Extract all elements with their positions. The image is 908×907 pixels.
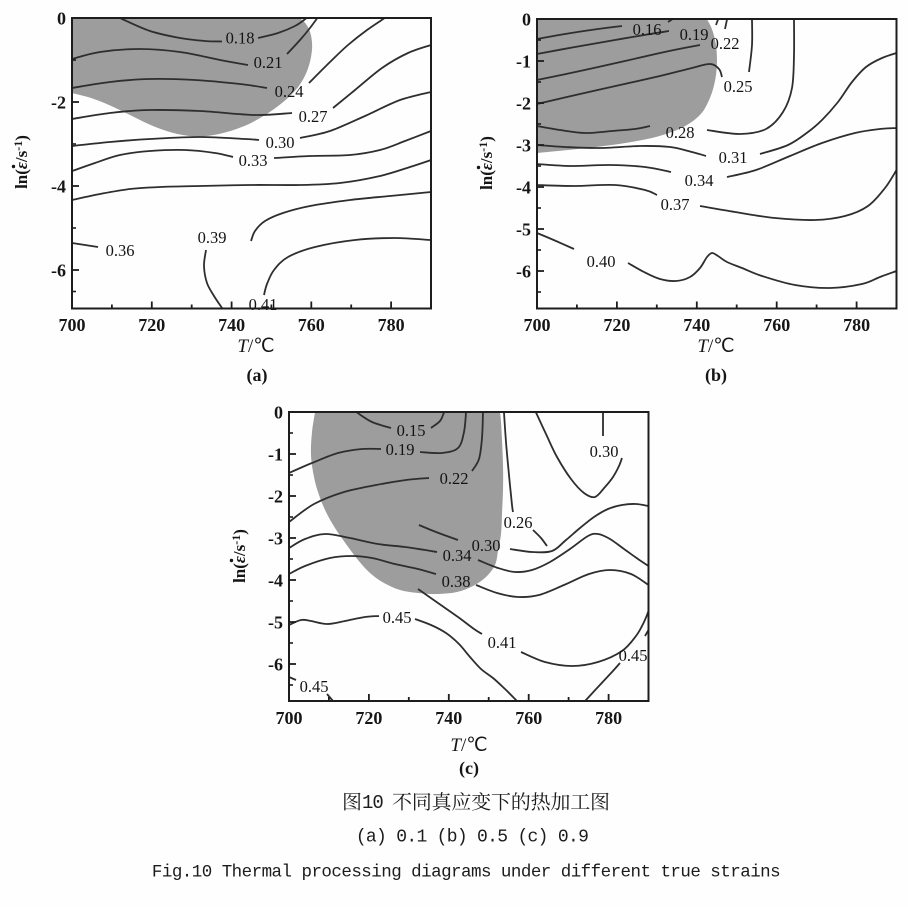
svg-text:0: 0 <box>274 402 283 422</box>
svg-text:740: 740 <box>218 315 245 335</box>
svg-text:0.41: 0.41 <box>249 295 278 314</box>
svg-text:0.39: 0.39 <box>198 228 227 247</box>
svg-text:(c): (c) <box>459 758 479 779</box>
svg-text:0.26: 0.26 <box>504 513 533 532</box>
svg-text:0.28: 0.28 <box>666 123 695 142</box>
svg-text:T/℃: T/℃ <box>237 336 274 357</box>
svg-text:740: 740 <box>435 708 462 728</box>
svg-text:0.45: 0.45 <box>300 677 329 696</box>
svg-text:T/℃: T/℃ <box>450 735 487 756</box>
svg-text:700: 700 <box>524 315 551 335</box>
svg-text:-2: -2 <box>268 486 283 506</box>
svg-text:780: 780 <box>843 315 870 335</box>
svg-text:0.36: 0.36 <box>106 241 135 260</box>
svg-text:-4: -4 <box>51 176 66 196</box>
svg-text:-2: -2 <box>51 92 66 112</box>
svg-text:(a) 0.1 (b) 0.5 (c) 0.9: (a) 0.1 (b) 0.5 (c) 0.9 <box>356 828 588 848</box>
svg-text:0.16: 0.16 <box>633 20 662 39</box>
svg-text:-3: -3 <box>516 135 531 155</box>
svg-text:720: 720 <box>355 708 382 728</box>
svg-text:760: 760 <box>298 315 325 335</box>
svg-text:780: 780 <box>595 708 622 728</box>
svg-text:0: 0 <box>57 8 66 28</box>
svg-text:-6: -6 <box>51 260 66 280</box>
svg-text:10: 10 <box>362 792 383 814</box>
svg-text:-1: -1 <box>516 51 531 71</box>
svg-text:0.33: 0.33 <box>239 151 268 170</box>
svg-text:700: 700 <box>276 708 303 728</box>
svg-text:0.27: 0.27 <box>299 107 328 126</box>
svg-text:740: 740 <box>683 315 710 335</box>
svg-text:760: 760 <box>515 708 542 728</box>
svg-text:-5: -5 <box>268 612 283 632</box>
svg-text:0.30: 0.30 <box>472 536 501 555</box>
svg-text:720: 720 <box>603 315 630 335</box>
svg-text:(b): (b) <box>705 365 727 386</box>
svg-text:0.18: 0.18 <box>226 28 255 47</box>
svg-text:-3: -3 <box>268 528 283 548</box>
svg-text:Fig.10 Thermal processing diag: Fig.10 Thermal processing diagrams under… <box>152 863 780 883</box>
svg-text:0.19: 0.19 <box>680 25 709 44</box>
svg-text:0.40: 0.40 <box>587 252 616 271</box>
svg-text:0.34: 0.34 <box>443 546 472 565</box>
svg-text:0.41: 0.41 <box>488 633 517 652</box>
svg-text:0.30: 0.30 <box>266 133 295 152</box>
svg-text:760: 760 <box>763 315 790 335</box>
svg-text:700: 700 <box>59 315 86 335</box>
svg-text:0.21: 0.21 <box>254 53 283 72</box>
svg-text:(a): (a) <box>247 365 268 386</box>
svg-text:0.34: 0.34 <box>685 171 714 190</box>
svg-text:-5: -5 <box>516 219 531 239</box>
svg-text:0.45: 0.45 <box>619 646 648 665</box>
svg-text:0.30: 0.30 <box>590 442 619 461</box>
svg-text:-2: -2 <box>516 93 531 113</box>
svg-text:0.37: 0.37 <box>661 195 690 214</box>
svg-text:0.38: 0.38 <box>442 572 471 591</box>
svg-text:0.15: 0.15 <box>397 421 426 440</box>
svg-text:0.25: 0.25 <box>724 77 753 96</box>
svg-text:0.22: 0.22 <box>711 34 740 53</box>
svg-text:-4: -4 <box>268 570 283 590</box>
svg-text:0.19: 0.19 <box>386 440 415 459</box>
svg-text:0.45: 0.45 <box>383 608 412 627</box>
svg-text:0.22: 0.22 <box>440 469 469 488</box>
svg-text:-6: -6 <box>268 654 283 674</box>
svg-text:720: 720 <box>138 315 165 335</box>
svg-text:0: 0 <box>522 9 531 29</box>
svg-text:0.24: 0.24 <box>275 82 304 101</box>
svg-text:-1: -1 <box>268 444 283 464</box>
svg-text:0.31: 0.31 <box>719 148 748 167</box>
svg-text:780: 780 <box>378 315 405 335</box>
svg-text:T/℃: T/℃ <box>697 336 734 357</box>
svg-text:-4: -4 <box>516 177 531 197</box>
svg-text:-6: -6 <box>516 261 531 281</box>
